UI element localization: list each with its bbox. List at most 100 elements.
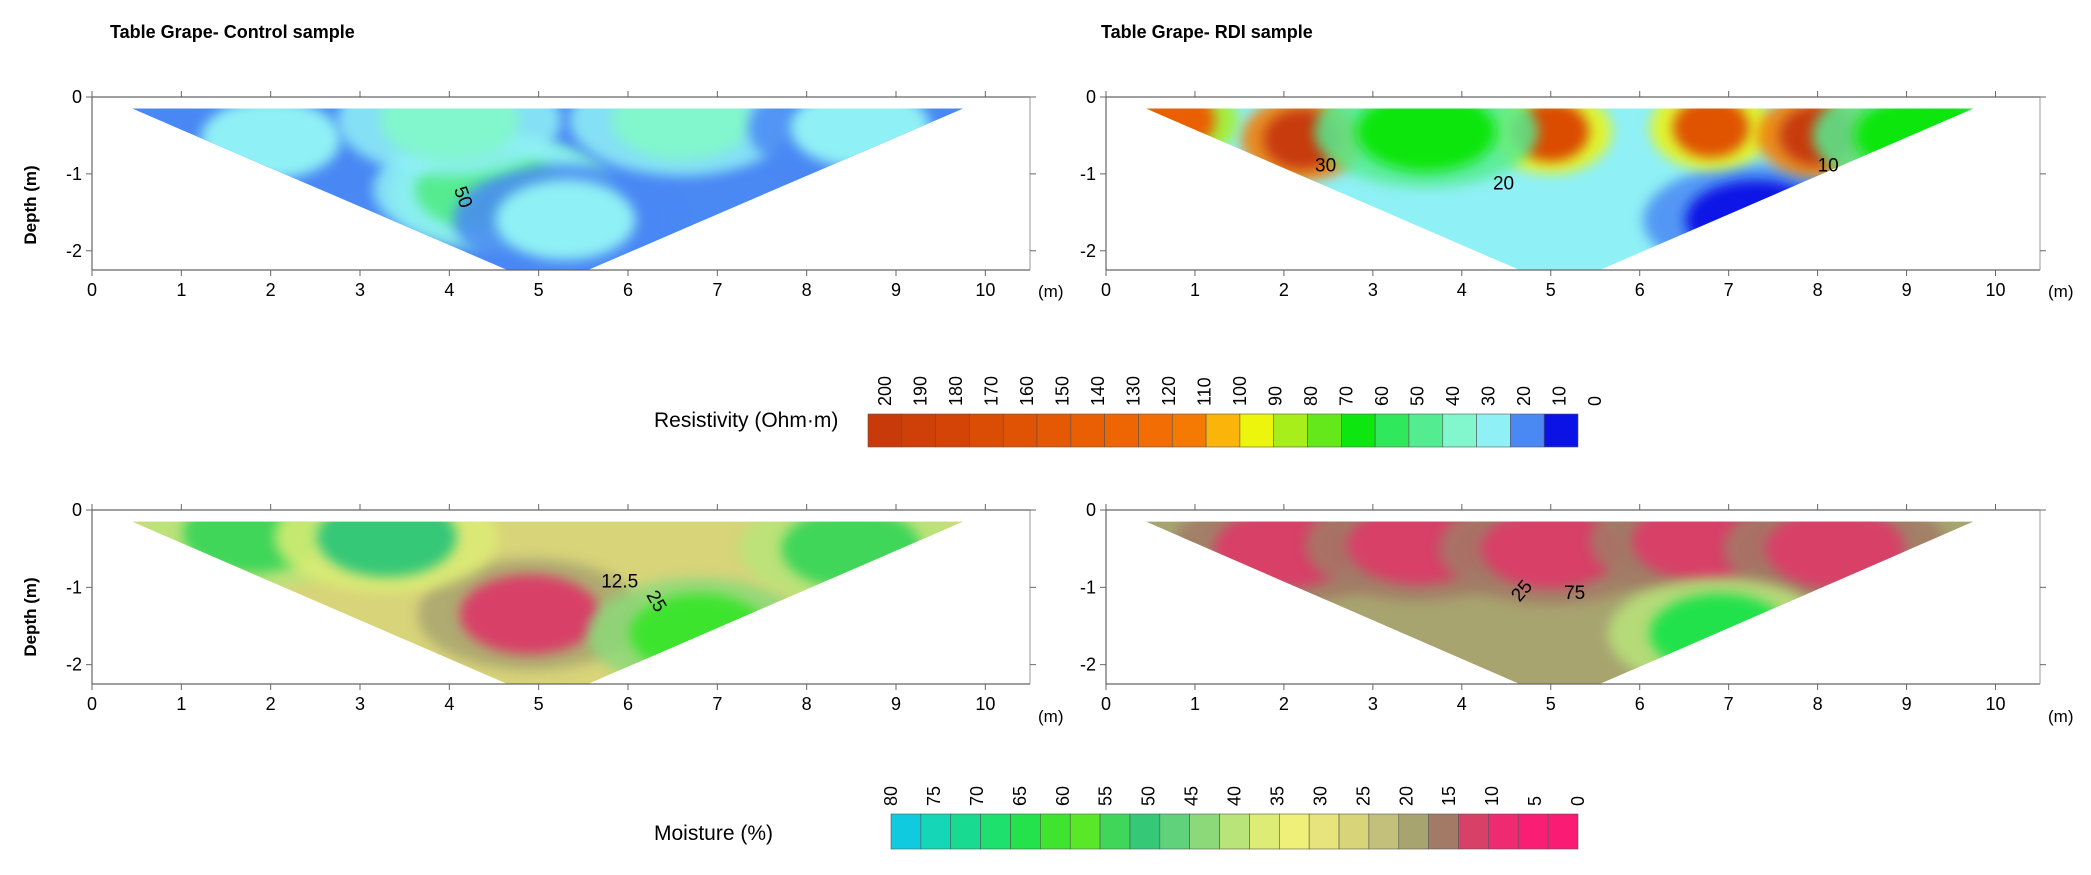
x-tick-label: 0 — [1101, 280, 1111, 300]
contour-label: 30 — [1315, 156, 1336, 177]
x-tick-label: 10 — [975, 694, 995, 714]
panel-title: Table Grape- Control sample — [110, 22, 355, 42]
contour-label: 20 — [1493, 173, 1514, 194]
x-tick-label: 3 — [355, 694, 365, 714]
colorbar-swatch — [935, 413, 970, 448]
colorbar-swatch — [1510, 413, 1545, 448]
x-tick-label: 1 — [1190, 694, 1200, 714]
plot-area: 50 — [132, 108, 963, 271]
colorbar-tick-label: 40 — [1225, 786, 1245, 806]
x-tick-label: 1 — [1190, 280, 1200, 300]
colorbar-swatch — [1458, 813, 1489, 850]
x-tick-label: 9 — [1902, 694, 1912, 714]
x-tick-label: 6 — [623, 694, 633, 714]
colorbar-tick-label: 45 — [1182, 786, 1202, 806]
anomaly-core — [781, 521, 922, 589]
panel-control-resistivity: Table Grape- Control sample 50 0 1 2 3 4 5 6 7 8… — [21, 22, 1063, 301]
x-tick-label: 10 — [1986, 694, 2006, 714]
x-axis-unit: (m) — [2048, 282, 2073, 301]
colorbar-swatch — [1374, 413, 1410, 448]
anomaly-core — [1854, 108, 1974, 176]
colorbar-tick-label: 50 — [1407, 386, 1427, 406]
colorbar-tick-label: 65 — [1010, 786, 1030, 806]
colorbar-swatch — [1279, 813, 1310, 850]
x-tick-label: 9 — [891, 280, 901, 300]
colorbar-swatch — [1069, 813, 1101, 850]
colorbar-swatch — [1205, 413, 1241, 448]
x-tick-label: 7 — [1724, 694, 1734, 714]
panel-title: Table Grape- RDI sample — [1101, 22, 1313, 42]
y-tick-label: -2 — [1080, 241, 1096, 261]
anomaly-core — [379, 108, 520, 161]
anomaly-core — [611, 108, 752, 161]
axes: 0 1 2 3 4 5 6 7 8 9 10 0 -1 -2 (m) — [66, 87, 1064, 301]
x-tick-label: 10 — [1986, 280, 2006, 300]
x-tick-label: 2 — [1279, 280, 1289, 300]
colorbar-tick-label: 75 — [924, 786, 944, 806]
axes: 0 1 2 3 4 5 6 7 8 9 10 0 -1 -2 (m) — [66, 500, 1064, 726]
colorbar-swatch — [1099, 813, 1131, 850]
colorbar-swatch — [1442, 413, 1477, 448]
colorbar-tick-label: 60 — [1053, 786, 1073, 806]
panel-control-moisture: 12.525 0 1 2 3 4 5 6 7 8 9 10 0 -1 -2 (m) Depth (m) — [21, 500, 1064, 726]
contour-label: 75 — [1564, 583, 1585, 604]
anomaly-core — [200, 108, 341, 180]
y-axis-label: Depth (m) — [21, 577, 40, 656]
x-tick-label: 8 — [802, 694, 812, 714]
colorbar-tick-label: 50 — [1139, 786, 1159, 806]
x-tick-label: 6 — [1635, 280, 1645, 300]
colorbar-swatch — [1488, 813, 1519, 850]
colorbar-tick-label: 35 — [1267, 786, 1287, 806]
colorbar-swatch — [1239, 413, 1275, 448]
x-tick-label: 7 — [712, 694, 722, 714]
colorbar-swatch — [1129, 813, 1161, 850]
colorbar-swatches: 200 190 180 170 160 150 140 130 120 110 100 90 80 70 6… — [867, 376, 1605, 448]
colorbar-tick-label: 160 — [1017, 376, 1037, 406]
colorbar-tick-label: 0 — [1568, 796, 1588, 806]
y-tick-label: 0 — [1086, 500, 1096, 520]
x-tick-label: 3 — [355, 280, 365, 300]
colorbar-swatch — [950, 813, 981, 850]
colorbar-swatch — [1036, 413, 1072, 448]
anomaly-core — [1146, 108, 1216, 151]
x-tick-label: 0 — [1101, 694, 1111, 714]
anomaly-core — [495, 180, 636, 261]
plot-area: 25 75 — [1146, 521, 1974, 684]
anomaly-core — [459, 574, 600, 655]
x-tick-label: 0 — [87, 280, 97, 300]
colorbar-swatch — [1517, 813, 1549, 850]
colorbar-tick-label: 30 — [1310, 786, 1330, 806]
colorbar-swatch — [1040, 813, 1071, 850]
x-tick-label: 7 — [712, 280, 722, 300]
colorbar-swatch — [890, 813, 922, 850]
colorbar-tick-label: 180 — [946, 376, 966, 406]
colorbar-tick-label: 200 — [875, 376, 895, 406]
colorbar-tick-label: 150 — [1052, 376, 1072, 406]
colorbar-tick-label: 20 — [1396, 786, 1416, 806]
x-axis-unit: (m) — [1038, 282, 1063, 301]
colorbar-swatch — [1070, 413, 1105, 448]
colorbar-swatch — [1408, 413, 1444, 448]
colorbar-moisture: Moisture (%) 80 75 70 65 60 55 50 45 40 35 30 25 20 1… — [654, 786, 1588, 850]
anomaly-core — [1672, 108, 1749, 158]
colorbar-swatch — [1002, 413, 1038, 448]
colorbar-tick-label: 80 — [1301, 386, 1321, 406]
colorbar-swatch — [1249, 813, 1280, 850]
x-tick-label: 9 — [891, 694, 901, 714]
y-tick-label: -1 — [1080, 164, 1096, 184]
plot-area: 12.525 — [132, 521, 963, 684]
colorbar-swatch — [1338, 813, 1370, 850]
anomaly-halo — [1812, 108, 1974, 192]
colorbar-swatch — [1189, 813, 1220, 850]
colorbar-title: Moisture (%) — [654, 822, 773, 845]
panel-rdi-resistivity: Table Grape- RDI sample 30 20 10 0 1 2 3 4 5 6 7 8… — [1080, 22, 2074, 301]
colorbar-swatch — [1171, 413, 1207, 448]
y-axis-label: Depth (m) — [21, 165, 40, 244]
y-tick-label: -2 — [66, 655, 82, 675]
axes: 0 1 2 3 4 5 6 7 8 9 10 0 -1 -2 (m) — [1080, 87, 2074, 301]
colorbar-swatch — [1428, 813, 1459, 850]
x-tick-label: 8 — [1813, 280, 1823, 300]
x-tick-label: 3 — [1368, 280, 1378, 300]
x-tick-label: 10 — [975, 280, 995, 300]
